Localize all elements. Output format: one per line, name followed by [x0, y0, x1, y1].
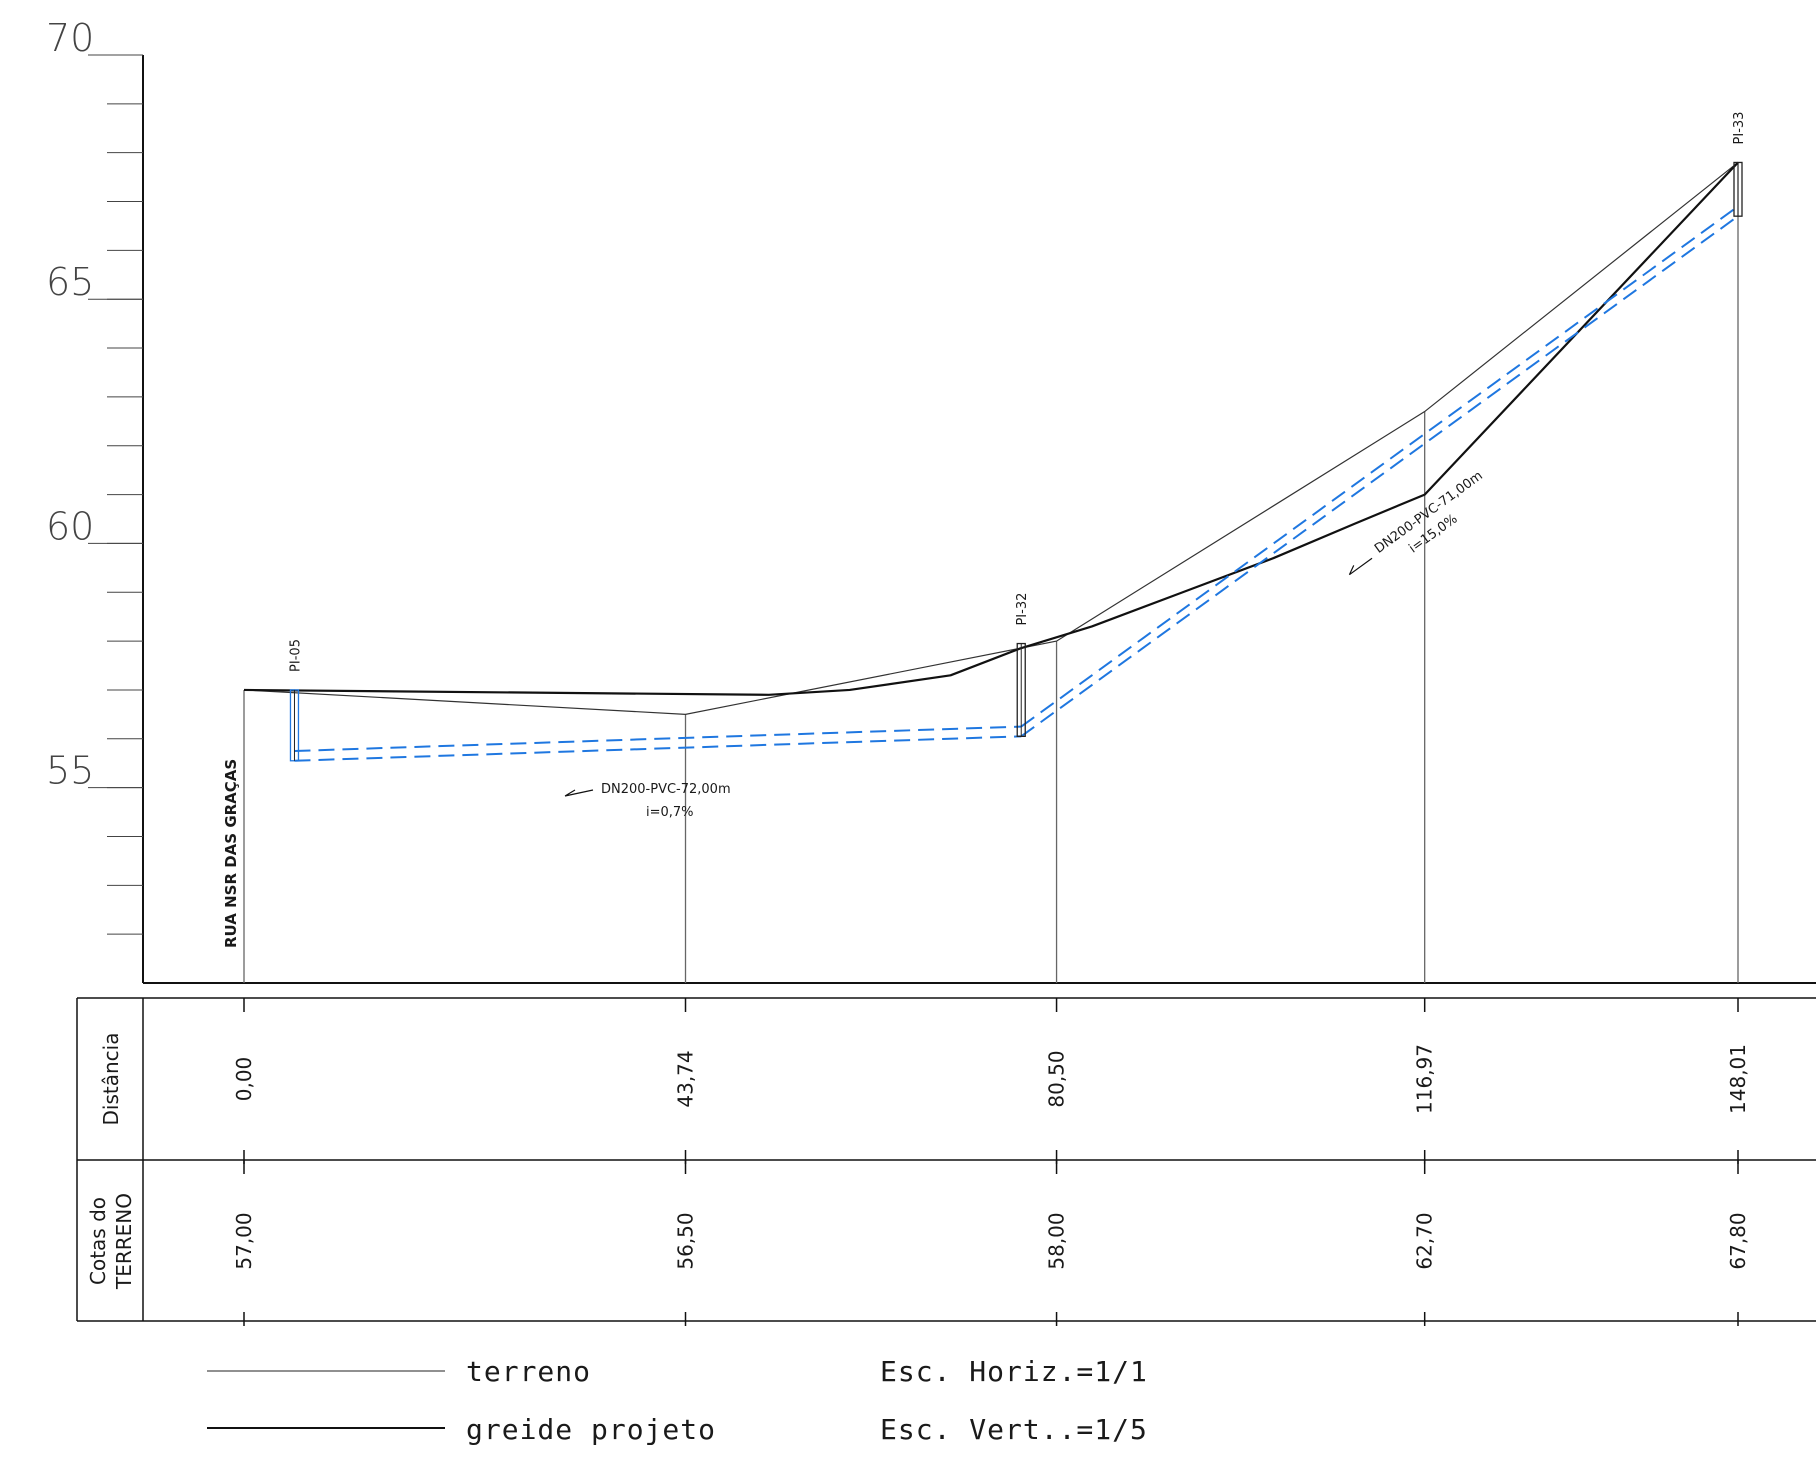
table-row-header-1-1: TERRENO — [112, 1193, 136, 1290]
y-tick-label-60: 60 — [46, 504, 94, 548]
y-tick-label-70: 70 — [46, 16, 94, 60]
table-value-0-1: 43,74 — [674, 1050, 698, 1107]
flow-arrow-1 — [564, 789, 594, 797]
table-row-header-1-0: Cotas do — [86, 1197, 110, 1285]
terrain-line — [243, 161, 1739, 715]
pipe-annotation-1-line-1: DN200-PVC-72,00m — [601, 782, 731, 797]
table-value-0-2: 80,50 — [1045, 1050, 1069, 1107]
flow-arrow-2 — [1348, 557, 1373, 576]
scale-horizontal: Esc. Horiz.=1/1 — [880, 1355, 1148, 1388]
pipe-annotation-1: DN200-PVC-72,00m i=0,7% — [564, 782, 731, 820]
table-value-1-2: 58,00 — [1045, 1212, 1069, 1269]
pipe-2-top — [1020, 205, 1739, 728]
table-value-1-3: 62,70 — [1413, 1212, 1437, 1269]
design-grade-line-group — [243, 161, 1739, 696]
manhole-label-PI-32: PI-32 — [1015, 593, 1030, 626]
scale-vertical: Esc. Vert..=1/5 — [880, 1413, 1148, 1446]
profile-table: Distância 0,00 43,74 80,50 116,97 148,01 Cotas… — [76, 997, 1816, 1326]
manhole-label-PI-05: PI-05 — [288, 639, 303, 672]
pipe-1-bottom — [294, 735, 1022, 762]
profile-frame — [142, 55, 1816, 984]
pipe-annotation-2: DN200-PVC-71,00m i=15,0% — [1348, 468, 1486, 576]
table-value-1-4: 67,80 — [1726, 1212, 1750, 1269]
legend: terreno greide projeto Esc. Horiz.=1/1 E… — [207, 1355, 1148, 1446]
pipe-annotation-1-line-2: i=0,7% — [646, 805, 694, 820]
table-value-0-0: 0,00 — [232, 1057, 256, 1102]
manhole-group: PI-05 PI-32 PI-33 — [288, 112, 1747, 762]
pipe-group — [294, 205, 1739, 762]
station-lines — [243, 162, 1739, 983]
design-grade-line — [243, 161, 1739, 696]
pipe-2-bottom — [1020, 215, 1739, 738]
street-name: RUA NSR DAS GRAÇAS — [222, 759, 240, 948]
legend-label-greide: greide projeto — [466, 1413, 716, 1446]
table-value-0-4: 148,01 — [1726, 1044, 1750, 1114]
table-row-header-0-0: Distância — [99, 1033, 123, 1126]
pipe-1-top — [294, 725, 1022, 752]
manhole-label-PI-33: PI-33 — [1732, 112, 1747, 145]
table-value-0-3: 116,97 — [1413, 1044, 1437, 1114]
table-value-1-1: 56,50 — [674, 1212, 698, 1269]
legend-label-terreno: terreno — [466, 1355, 591, 1388]
table-value-1-0: 57,00 — [232, 1212, 256, 1269]
elevation-axis: 55 60 65 70 — [46, 16, 143, 935]
y-tick-label-55: 55 — [46, 749, 94, 793]
y-tick-label-65: 65 — [46, 260, 94, 304]
terrain-line-group — [243, 161, 1739, 715]
